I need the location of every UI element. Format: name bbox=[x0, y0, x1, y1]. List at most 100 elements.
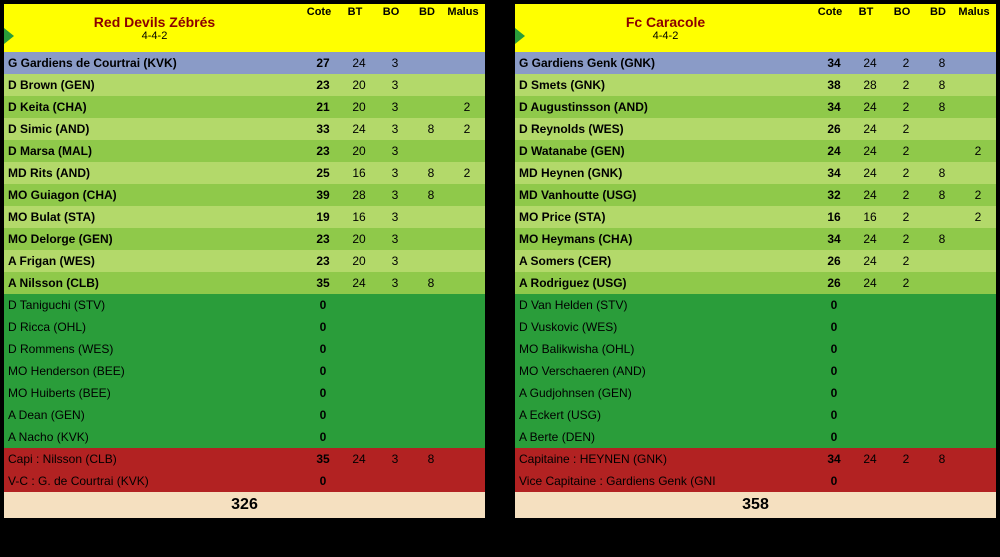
player-label: MO Balikwisha (OHL) bbox=[515, 338, 816, 360]
player-label: MD Heynen (GNK) bbox=[515, 162, 816, 184]
starter-row: MD Rits (AND)2516382 bbox=[4, 162, 485, 184]
total-row: 326 bbox=[4, 492, 485, 518]
header-triangle-icon bbox=[4, 28, 14, 44]
player-label: MO Delorge (GEN) bbox=[4, 228, 305, 250]
sub-row: A Eckert (USG)0 bbox=[515, 404, 996, 426]
player-label: A Dean (GEN) bbox=[4, 404, 305, 426]
team-formation: 4-4-2 bbox=[142, 30, 168, 42]
starter-row: MO Price (STA)161622 bbox=[515, 206, 996, 228]
player-label: MO Henderson (BEE) bbox=[4, 360, 305, 382]
player-label: D Vuskovic (WES) bbox=[515, 316, 816, 338]
starter-row: A Rodriguez (USG)26242 bbox=[515, 272, 996, 294]
team-name: Fc Caracole bbox=[626, 14, 705, 30]
sub-row: D Ricca (OHL)0 bbox=[4, 316, 485, 338]
player-label: D Augustinsson (AND) bbox=[515, 96, 816, 118]
starter-row: D Keita (CHA)212032 bbox=[4, 96, 485, 118]
column-headers: Cote BT BO BD Malus bbox=[812, 6, 992, 18]
team-name: Red Devils Zébrés bbox=[94, 14, 215, 30]
starter-row: MO Heymans (CHA)342428 bbox=[515, 228, 996, 250]
player-label: D Simic (AND) bbox=[4, 118, 305, 140]
player-label: D Watanabe (GEN) bbox=[515, 140, 816, 162]
sub-row: D Taniguchi (STV)0 bbox=[4, 294, 485, 316]
player-label: MO Bulat (STA) bbox=[4, 206, 305, 228]
player-label: D Brown (GEN) bbox=[4, 74, 305, 96]
player-label: MO Guiagon (CHA) bbox=[4, 184, 305, 206]
team-header: Fc Caracole 4-4-2 Cote BT BO BD Malus bbox=[515, 4, 996, 52]
sub-row: A Berte (DEN)0 bbox=[515, 426, 996, 448]
col-bd: BD bbox=[409, 6, 445, 18]
col-bo: BO bbox=[884, 6, 920, 18]
player-label: A Berte (DEN) bbox=[515, 426, 816, 448]
player-label: D Marsa (MAL) bbox=[4, 140, 305, 162]
starter-row: MO Delorge (GEN)23203 bbox=[4, 228, 485, 250]
col-bt: BT bbox=[848, 6, 884, 18]
starter-row: G Gardiens de Courtrai (KVK)27243 bbox=[4, 52, 485, 74]
player-label: D Keita (CHA) bbox=[4, 96, 305, 118]
column-headers: Cote BT BO BD Malus bbox=[301, 6, 481, 18]
sub-row: A Nacho (KVK)0 bbox=[4, 426, 485, 448]
player-label: A Nacho (KVK) bbox=[4, 426, 305, 448]
team-total: 326 bbox=[4, 492, 485, 518]
starter-row: A Somers (CER)26242 bbox=[515, 250, 996, 272]
team-panel-0: Red Devils Zébrés 4-4-2 Cote BT BO BD Ma… bbox=[4, 4, 485, 518]
player-label: A Eckert (USG) bbox=[515, 404, 816, 426]
player-label: A Gudjohnsen (GEN) bbox=[515, 382, 816, 404]
starter-row: MO Guiagon (CHA)392838 bbox=[4, 184, 485, 206]
sub-row: A Gudjohnsen (GEN)0 bbox=[515, 382, 996, 404]
col-bt: BT bbox=[337, 6, 373, 18]
team-total: 358 bbox=[515, 492, 996, 518]
player-label: MO Huiberts (BEE) bbox=[4, 382, 305, 404]
player-label: D Taniguchi (STV) bbox=[4, 294, 305, 316]
header-triangle-icon bbox=[515, 28, 525, 44]
starter-row: D Smets (GNK)382828 bbox=[515, 74, 996, 96]
sub-row: D Rommens (WES)0 bbox=[4, 338, 485, 360]
player-label: A Nilsson (CLB) bbox=[4, 272, 305, 294]
vice-captain-row: V-C : G. de Courtrai (KVK)0 bbox=[4, 470, 485, 492]
col-bd: BD bbox=[920, 6, 956, 18]
starter-row: D Simic (AND)3324382 bbox=[4, 118, 485, 140]
starter-row: A Nilsson (CLB)352438 bbox=[4, 272, 485, 294]
player-label: MD Vanhoutte (USG) bbox=[515, 184, 816, 206]
team-panel-1: Fc Caracole 4-4-2 Cote BT BO BD Malus G … bbox=[515, 4, 996, 518]
player-label: A Rodriguez (USG) bbox=[515, 272, 816, 294]
col-malus: Malus bbox=[445, 6, 481, 18]
sub-row: MO Henderson (BEE)0 bbox=[4, 360, 485, 382]
player-label: A Frigan (WES) bbox=[4, 250, 305, 272]
col-cote: Cote bbox=[812, 6, 848, 18]
vice-captain-row: Vice Capitaine : Gardiens Genk (GNI0 bbox=[515, 470, 996, 492]
sub-row: D Van Helden (STV)0 bbox=[515, 294, 996, 316]
starter-row: MO Bulat (STA)19163 bbox=[4, 206, 485, 228]
starter-row: MD Heynen (GNK)342428 bbox=[515, 162, 996, 184]
sub-row: D Vuskovic (WES)0 bbox=[515, 316, 996, 338]
player-label: G Gardiens de Courtrai (KVK) bbox=[4, 52, 305, 74]
player-label: D Reynolds (WES) bbox=[515, 118, 816, 140]
captain-row: Capi : Nilsson (CLB)352438 bbox=[4, 448, 485, 470]
sub-row: MO Verschaeren (AND)0 bbox=[515, 360, 996, 382]
team-header: Red Devils Zébrés 4-4-2 Cote BT BO BD Ma… bbox=[4, 4, 485, 52]
starter-row: D Watanabe (GEN)242422 bbox=[515, 140, 996, 162]
player-label: MO Price (STA) bbox=[515, 206, 816, 228]
starter-row: G Gardiens Genk (GNK)342428 bbox=[515, 52, 996, 74]
player-label: D Van Helden (STV) bbox=[515, 294, 816, 316]
teams-container: Red Devils Zébrés 4-4-2 Cote BT BO BD Ma… bbox=[0, 0, 1000, 522]
player-label: D Rommens (WES) bbox=[4, 338, 305, 360]
total-row: 358 bbox=[515, 492, 996, 518]
col-malus: Malus bbox=[956, 6, 992, 18]
sub-row: MO Balikwisha (OHL)0 bbox=[515, 338, 996, 360]
player-label: D Ricca (OHL) bbox=[4, 316, 305, 338]
col-cote: Cote bbox=[301, 6, 337, 18]
starter-row: D Marsa (MAL)23203 bbox=[4, 140, 485, 162]
starter-row: D Brown (GEN)23203 bbox=[4, 74, 485, 96]
sub-row: MO Huiberts (BEE)0 bbox=[4, 382, 485, 404]
captain-row: Capitaine : HEYNEN (GNK)342428 bbox=[515, 448, 996, 470]
player-label: MD Rits (AND) bbox=[4, 162, 305, 184]
player-label: MO Heymans (CHA) bbox=[515, 228, 816, 250]
starter-row: D Reynolds (WES)26242 bbox=[515, 118, 996, 140]
team-table-0: G Gardiens de Courtrai (KVK)27243D Brown… bbox=[4, 52, 485, 518]
sub-row: A Dean (GEN)0 bbox=[4, 404, 485, 426]
player-label: A Somers (CER) bbox=[515, 250, 816, 272]
team-formation: 4-4-2 bbox=[653, 30, 679, 42]
starter-row: MD Vanhoutte (USG)3224282 bbox=[515, 184, 996, 206]
player-label: MO Verschaeren (AND) bbox=[515, 360, 816, 382]
col-bo: BO bbox=[373, 6, 409, 18]
